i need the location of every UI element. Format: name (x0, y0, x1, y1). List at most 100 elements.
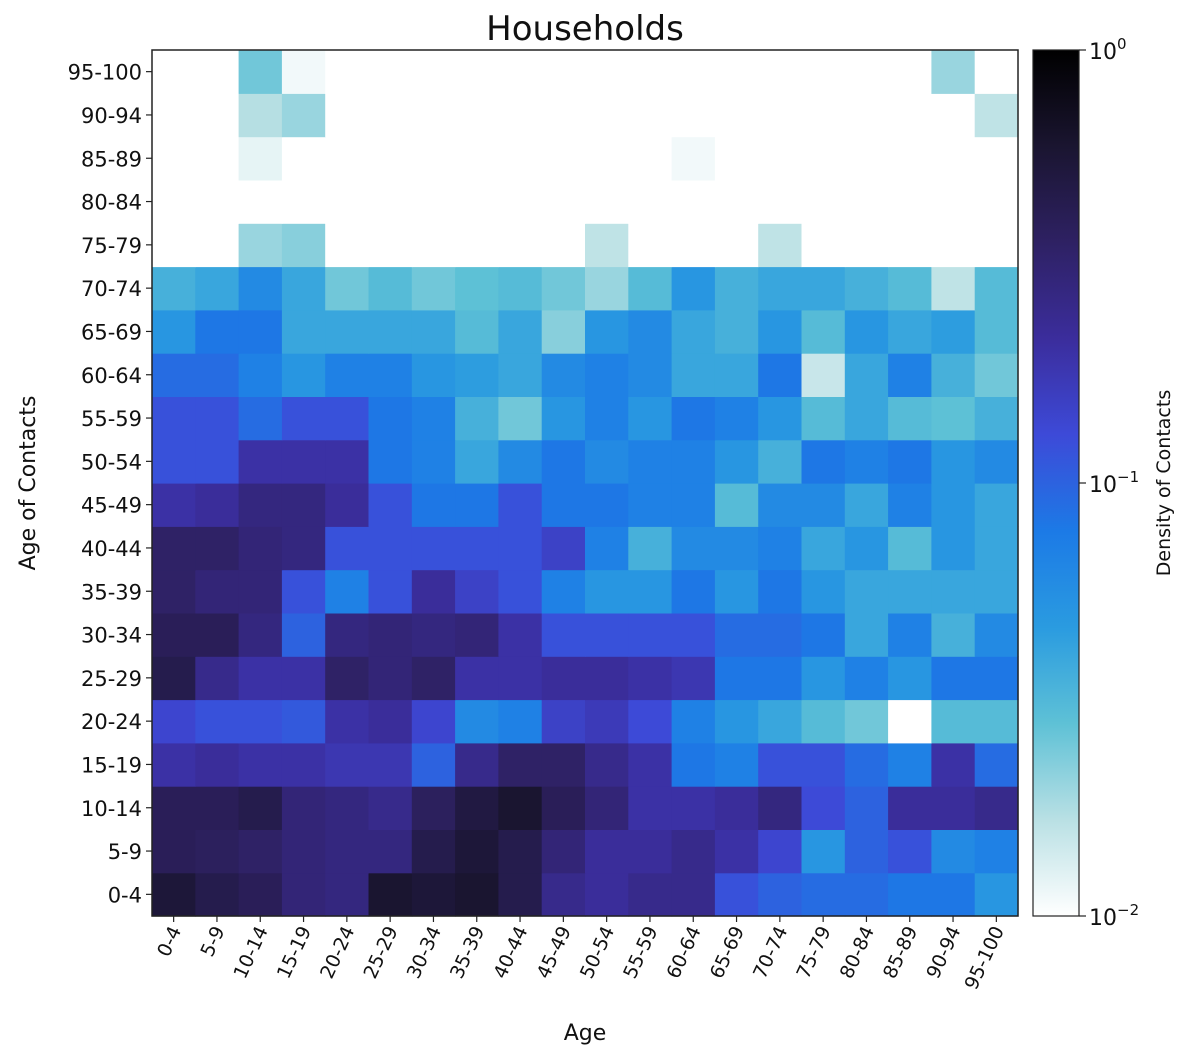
heatmap-cell (238, 309, 283, 354)
heatmap-cell (801, 612, 846, 657)
heatmap-cell (801, 699, 846, 744)
heatmap-cell (801, 872, 846, 917)
heatmap-cell (152, 742, 196, 787)
heatmap-cell (931, 872, 976, 917)
heatmap-cell (931, 353, 976, 397)
heatmap-cell (368, 396, 413, 441)
heatmap-cell (888, 179, 932, 224)
heatmap-cell (628, 309, 673, 354)
heatmap-cell (455, 872, 499, 917)
heatmap-cell (585, 483, 629, 527)
heatmap-cell (325, 786, 370, 830)
x-tick-label: 25-29 (359, 923, 402, 982)
heatmap-cell (368, 742, 413, 787)
heatmap-cell (455, 483, 499, 527)
heatmap-cell (628, 266, 673, 311)
heatmap-cell (411, 136, 456, 181)
heatmap-cell (888, 309, 932, 354)
heatmap-cell (368, 136, 413, 181)
heatmap-cell (238, 656, 283, 701)
heatmap-cell (758, 93, 803, 138)
heatmap-cell (325, 223, 370, 268)
heatmap-cell (195, 872, 240, 917)
y-axis-label: Age of Contacts (16, 396, 41, 571)
heatmap-cell (455, 179, 499, 224)
heatmap-cell (325, 829, 370, 874)
heatmap-cell (844, 786, 889, 830)
heatmap-cell (931, 93, 976, 138)
heatmap-cell (455, 223, 499, 268)
heatmap-cell (455, 353, 499, 397)
heatmap-cell (498, 872, 543, 917)
heatmap-cell (628, 439, 673, 484)
heatmap-cell (411, 872, 456, 917)
heatmap-cell (498, 93, 543, 138)
heatmap-cell (238, 872, 283, 917)
y-tick-label: 50-54 (81, 450, 142, 474)
heatmap-cell (888, 50, 932, 94)
colorbar-tick-label: 10−1 (1089, 468, 1139, 498)
heatmap-cell (368, 223, 413, 268)
heatmap-cell (974, 569, 1019, 614)
heatmap-cell (455, 829, 499, 874)
heatmap-cell (195, 136, 240, 181)
heatmap-cell (931, 699, 976, 744)
heatmap-cell (325, 266, 370, 311)
heatmap-cell (325, 742, 370, 787)
heatmap-cell (541, 50, 586, 94)
heatmap-cell (411, 309, 456, 354)
heatmap-cell (368, 699, 413, 744)
heatmap-cell (281, 569, 326, 614)
heatmap-cell (585, 136, 629, 181)
heatmap-cell (974, 50, 1019, 94)
heatmap-cell (585, 50, 629, 94)
heatmap-cell (411, 699, 456, 744)
heatmap-cell (455, 93, 499, 138)
heatmap-cell (541, 309, 586, 354)
heatmap-cell (325, 569, 370, 614)
heatmap-cell (671, 439, 716, 484)
heatmap-cell (801, 223, 846, 268)
heatmap-cell (152, 353, 196, 397)
x-tick-label: 0-4 (153, 923, 186, 960)
heatmap-cell (585, 786, 629, 830)
x-tick-label: 20-24 (316, 923, 359, 982)
heatmap-cell (888, 136, 932, 181)
heatmap-cell (974, 699, 1019, 744)
heatmap-cell (671, 136, 716, 181)
heatmap-cell (455, 136, 499, 181)
heatmap-cell (541, 786, 586, 830)
heatmap-cell (844, 309, 889, 354)
heatmap-cell (844, 223, 889, 268)
heatmap-cell (325, 136, 370, 181)
heatmap-cell (541, 179, 586, 224)
heatmap-cell (931, 439, 976, 484)
heatmap-cell (585, 742, 629, 787)
heatmap-cell (455, 612, 499, 657)
heatmap-cell (368, 353, 413, 397)
x-tick-label: 75-79 (792, 923, 835, 982)
heatmap-cell (585, 526, 629, 571)
heatmap-cell (541, 439, 586, 484)
heatmap-cell (281, 266, 326, 311)
y-tick-label: 35-39 (81, 580, 142, 604)
x-tick-label: 35-39 (446, 923, 489, 982)
heatmap-cell (758, 439, 803, 484)
heatmap-cell (325, 309, 370, 354)
heatmap-cell (541, 872, 586, 917)
heatmap-cell (541, 569, 586, 614)
heatmap-cell (455, 786, 499, 830)
heatmap-cell (628, 396, 673, 441)
heatmap-cell (758, 396, 803, 441)
x-tick-label: 60-64 (663, 923, 706, 982)
heatmap-cell (498, 353, 543, 397)
heatmap-cell (498, 50, 543, 94)
heatmap-cell (368, 439, 413, 484)
heatmap-cell (368, 483, 413, 527)
heatmap-cell (801, 266, 846, 311)
heatmap-cell (195, 612, 240, 657)
heatmap-cell (585, 569, 629, 614)
x-tick-label: 95-100 (960, 923, 1008, 993)
heatmap-cell (888, 223, 932, 268)
heatmap-cell (281, 50, 326, 94)
